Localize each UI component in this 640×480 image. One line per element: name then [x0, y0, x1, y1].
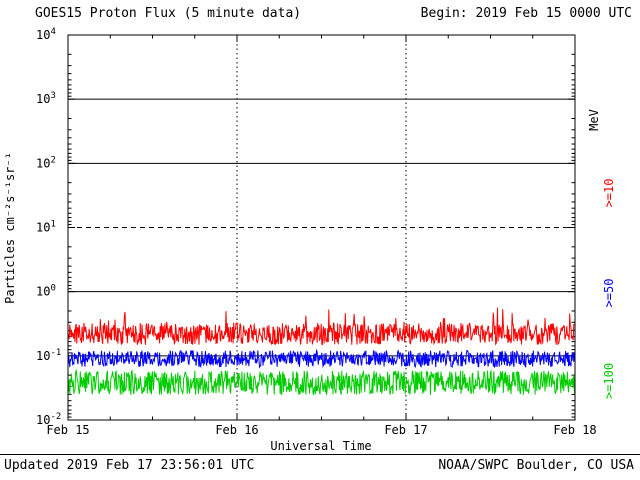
- footer-updated-timestamp: Updated 2019 Feb 17 23:56:01 UTC: [4, 458, 255, 473]
- footer-divider: [0, 454, 640, 455]
- ge50-threshold-label: >=50: [602, 279, 616, 308]
- ge100-threshold-label: >=100: [602, 363, 616, 399]
- svg-text:103: 103: [36, 91, 56, 106]
- begin-timestamp: Begin: 2019 Feb 15 0000 UTC: [420, 6, 632, 21]
- ge10-threshold-label: >=10: [602, 179, 616, 208]
- svg-text:104: 104: [36, 27, 56, 42]
- svg-text:Feb 16: Feb 16: [215, 423, 258, 437]
- plot-frame: [67, 34, 576, 421]
- svg-text:Feb 17: Feb 17: [384, 423, 427, 437]
- svg-text:10-1: 10-1: [36, 348, 61, 363]
- footer-source-label: NOAA/SWPC Boulder, CO USA: [438, 458, 634, 473]
- mev-unit-label: MeV: [587, 109, 601, 131]
- svg-text:102: 102: [36, 155, 56, 170]
- svg-text:100: 100: [36, 284, 56, 299]
- page-title: GOES15 Proton Flux (5 minute data): [35, 6, 302, 21]
- svg-text:Feb 18: Feb 18: [553, 423, 596, 437]
- x-axis-label: Universal Time: [270, 439, 371, 453]
- svg-text:Feb 15: Feb 15: [46, 423, 89, 437]
- y-axis-label: Particles cm⁻²s⁻¹sr⁻¹: [3, 152, 17, 304]
- svg-text:101: 101: [36, 220, 56, 235]
